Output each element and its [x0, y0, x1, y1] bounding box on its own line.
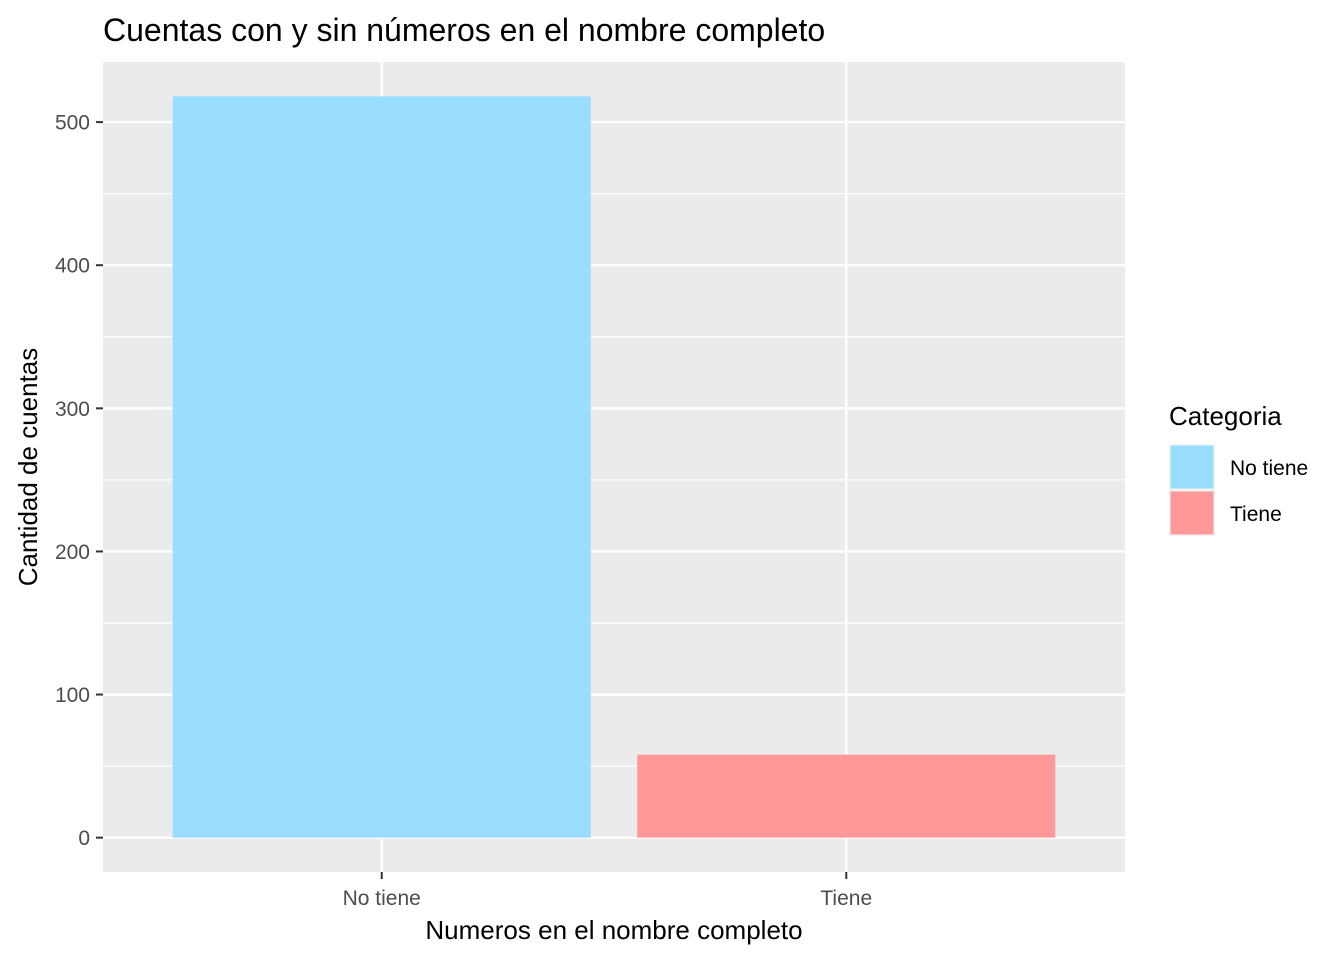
y-tick-label: 200	[55, 541, 90, 564]
chart-title: Cuentas con y sin números en el nombre c…	[103, 12, 825, 48]
x-axis: No tiene Tiene	[343, 872, 872, 910]
y-tick-label: 500	[55, 112, 90, 135]
legend-label: No tiene	[1230, 457, 1308, 480]
y-tick-label: 100	[55, 684, 90, 707]
bars-group	[172, 96, 1056, 838]
y-tick-label: 0	[78, 827, 90, 850]
x-axis-title: Numeros en el nombre completo	[425, 915, 802, 945]
y-axis: 0 100 200 300 400 500	[55, 112, 103, 850]
x-tick-label: No tiene	[343, 887, 421, 910]
y-tick-label: 400	[55, 255, 90, 278]
legend-title: Categoria	[1169, 401, 1282, 431]
legend-swatch-no-tiene	[1170, 445, 1214, 489]
legend-swatch-tiene	[1170, 491, 1214, 535]
legend: Categoria No tiene Tiene	[1169, 401, 1308, 536]
bar-tiene	[637, 754, 1056, 838]
x-tick-label: Tiene	[820, 887, 872, 910]
legend-label: Tiene	[1230, 503, 1282, 526]
y-axis-title: Cantidad de cuentas	[13, 348, 43, 587]
y-tick-label: 300	[55, 398, 90, 421]
bar-no-tiene	[172, 96, 591, 838]
